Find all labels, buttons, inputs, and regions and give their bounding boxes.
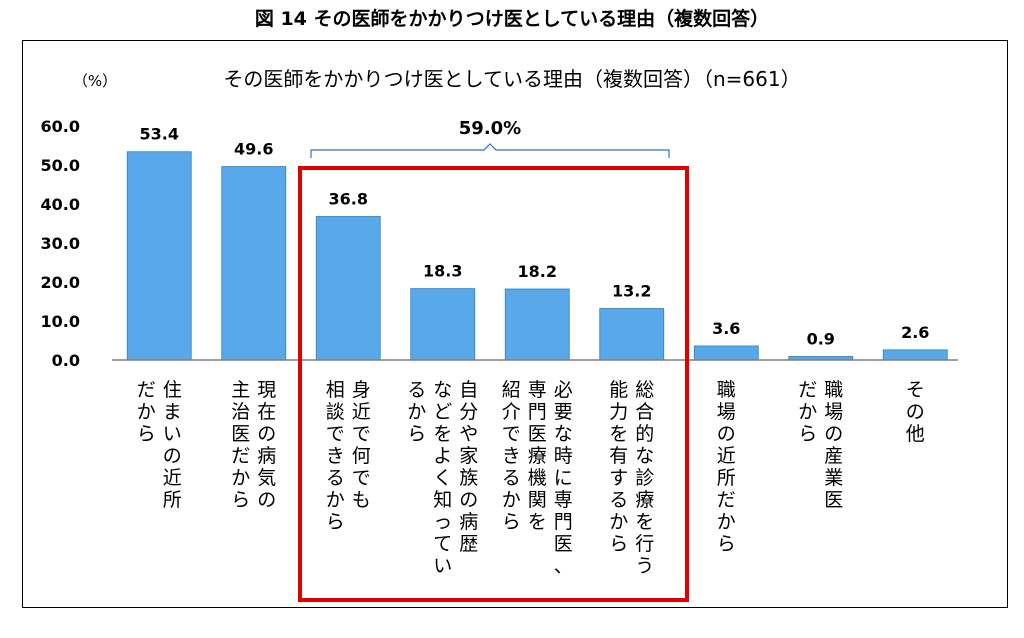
highlight-box [298,166,689,602]
value-label: 2.6 [901,323,929,342]
category-label-line: 現在の病気の [257,379,276,511]
category-label-line: 主治医だから [231,379,250,511]
bar [599,308,665,361]
category-label-line: 身近で何でも [352,379,371,511]
y-axis-ticks: 0.0 10.0 20.0 30.0 40.0 50.0 60.0 [41,117,80,370]
category-label: 職場の近所だから [717,379,736,555]
value-label: 3.6 [712,319,740,338]
category-label-line: だから [798,379,817,445]
category-label-line: 必要な時に専門医、 [554,379,573,577]
category-label-line: 自分や家族の病歴 [459,379,478,555]
value-labels: 53.4 49.6 36.8 18.3 18.2 13.2 3.6 0.9 2.6 [140,125,930,349]
category-label-line: 住まいの近所 [163,379,182,511]
y-tick-label: 0.0 [52,351,80,370]
category-label-line: るから [407,379,426,445]
bracket-line [310,143,670,158]
bar [504,288,570,361]
bars [126,151,948,361]
y-tick-label: 30.0 [41,234,80,253]
y-tick-label: 50.0 [41,156,80,175]
y-tick-label: 60.0 [41,117,80,136]
y-axis-unit: （%） [73,72,117,90]
bar [410,288,476,361]
value-label: 53.4 [140,125,179,144]
y-tick-label: 40.0 [41,195,80,214]
category-label-line: 能力を有するから [609,379,628,555]
group-bracket: 59.0% [310,118,670,158]
category-label-line: 職場の産業医 [824,379,843,511]
category-label-line: 紹介できるから [502,379,521,533]
category-label-line: などをよく知ってい [433,379,452,577]
category-label-line: 専門医療機関を [528,379,547,533]
y-tick-label: 10.0 [41,312,80,331]
category-label-line: 総合的な診療を行う [635,379,654,577]
category-label-line: 相談できるから [326,379,345,533]
category-label-line: 職場の近所だから [717,379,736,555]
bar [693,345,759,361]
bar [126,151,192,361]
value-label: 18.2 [518,262,557,281]
chart-title: その医師をかかりつけ医としている理由（複数回答）（n=661） [223,67,800,91]
value-label: 13.2 [612,282,651,301]
bar [882,349,948,361]
bar [221,166,287,361]
value-label: 18.3 [423,262,462,281]
chart-frame [22,40,1008,608]
value-label: 0.9 [807,329,835,348]
category-label: その他 [906,379,925,445]
value-label: 36.8 [329,189,368,208]
category-labels: 住まいの近所だから現在の病気の主治医だから身近で何でも相談できるから自分や家族の… [137,379,925,577]
value-label: 49.6 [234,140,273,159]
bracket-label: 59.0% [459,118,521,139]
y-tick-label: 20.0 [41,273,80,292]
category-label-line: だから [137,379,156,445]
figure-title: 図 14 その医師をかかりつけ医としている理由（複数回答） [254,8,770,30]
bar [315,216,381,361]
category-label-line: その他 [906,379,925,445]
